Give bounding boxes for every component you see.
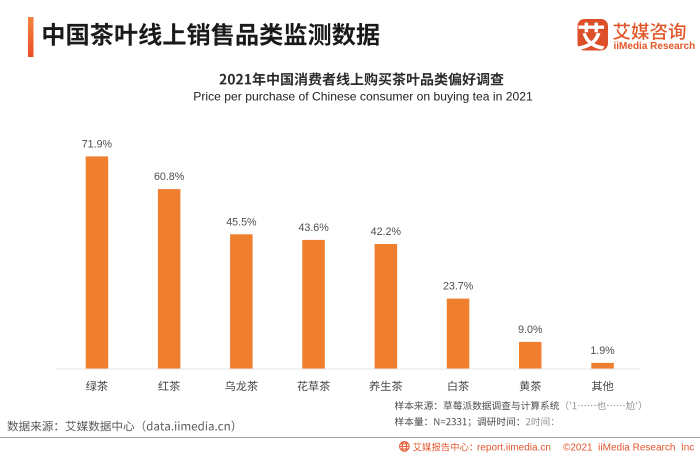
svg-text:1.9%: 1.9% [590,345,615,357]
svg-text:42.2%: 42.2% [371,226,402,238]
svg-text:Price per purchase of Chinese: Price per purchase of Chinese consumer o… [193,90,533,104]
svg-text:43.6%: 43.6% [298,222,329,234]
svg-text:45.5%: 45.5% [226,216,257,228]
svg-text:60.8%: 60.8% [154,171,185,183]
svg-text:23.7%: 23.7% [443,281,474,293]
svg-text:9.0%: 9.0% [518,324,543,336]
svg-text:report.iimedia.cn: report.iimedia.cn [477,443,551,454]
svg-text:iiMedia Research: iiMedia Research [614,41,696,52]
svg-text:71.9%: 71.9% [82,138,113,150]
svg-text:©2021 iiMedia Research Inc: ©2021 iiMedia Research Inc [563,443,694,454]
